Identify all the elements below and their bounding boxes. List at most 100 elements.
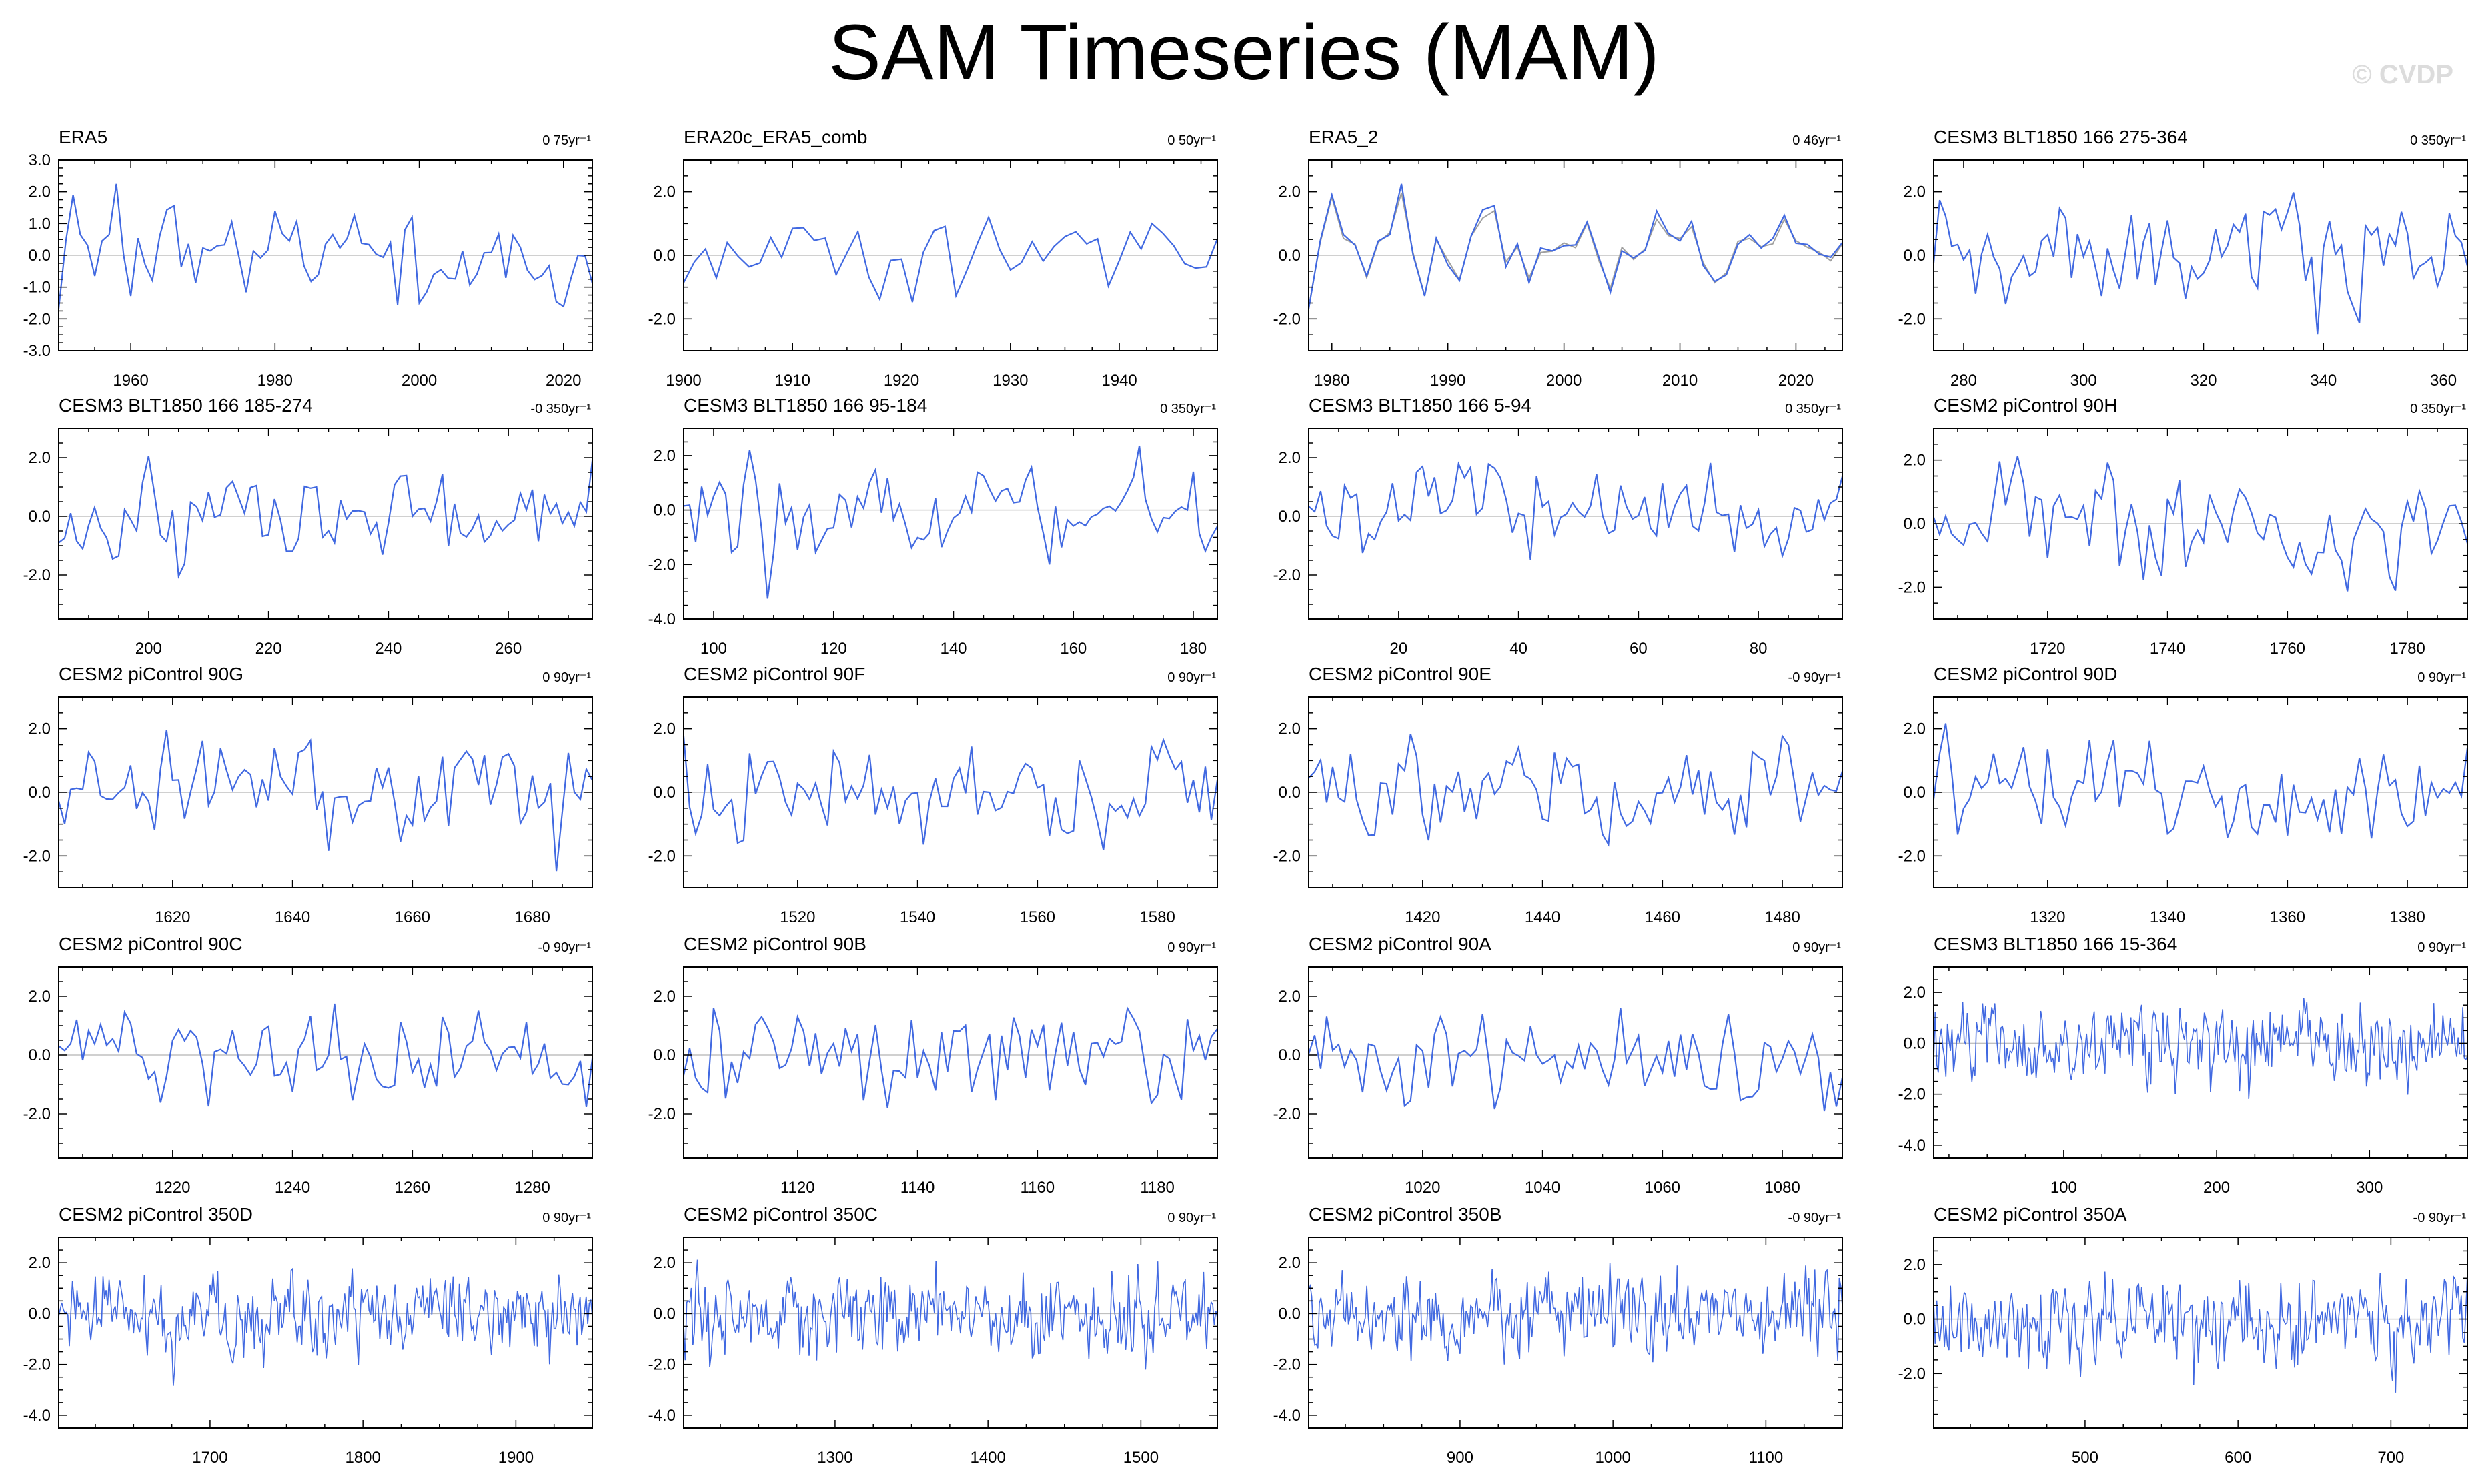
y-tick-label: -4.0 <box>648 610 676 628</box>
page-title: SAM Timeseries (MAM) <box>828 9 1660 97</box>
x-tick-label: 80 <box>1750 640 1768 658</box>
chart-svg: 1320 1340 1360 1380 2.0 0.0 -2.0 <box>1898 696 2469 926</box>
x-tick-label: 1660 <box>395 908 430 926</box>
x-tick-label: 1800 <box>345 1449 380 1467</box>
x-tick-label: 2020 <box>546 372 581 390</box>
series-line <box>57 183 594 309</box>
x-tick-label: 2000 <box>402 372 437 390</box>
y-tick-label: 0.0 <box>654 1046 676 1064</box>
panel-cesm2-picontrol-90h: CESM2 piControl 90H 0 350yr⁻¹ 1720 1740 1760… <box>1874 395 2481 659</box>
y-tick-label: 2.0 <box>1279 988 1301 1006</box>
series-line <box>58 1267 593 1386</box>
x-tick-label: 1460 <box>1645 908 1680 926</box>
chart-svg: 1960 1980 2000 2020 3.0 2.0 1.0 0.0 -1.0 -2.0 -3.0 <box>23 151 594 390</box>
series-line <box>683 445 1218 599</box>
trend-label: 0 90yr⁻¹ <box>542 670 591 685</box>
panel-cesm2-picontrol-350b: CESM2 piControl 350B -0 90yr⁻¹ 900 1000 1100… <box>1249 1204 1856 1468</box>
series-line <box>1308 461 1844 560</box>
plot-frame <box>58 966 593 1159</box>
x-tick-label: 1580 <box>1139 908 1175 926</box>
y-tick-label: 2.0 <box>29 720 51 738</box>
x-tick-label: 1560 <box>1020 908 1055 926</box>
panel-title: CESM2 piControl 350C <box>684 1204 878 1225</box>
x-tick-label: 1740 <box>2150 640 2185 658</box>
x-tick-label: 1990 <box>1430 372 1465 390</box>
y-tick-label: 2.0 <box>1279 183 1301 201</box>
x-tick-label: 160 <box>1060 640 1087 658</box>
chart-svg: 1420 1440 1460 1480 2.0 0.0 -2.0 <box>1273 696 1844 926</box>
x-tick-label: 1120 <box>780 1179 815 1197</box>
panel-cesm2-picontrol-350c: CESM2 piControl 350C 0 90yr⁻¹ 1300 1400 1500… <box>624 1204 1231 1468</box>
panel-cesm3-blt1850-166-95-184: CESM3 BLT1850 166 95-184 0 350yr⁻¹ 100 120 1… <box>624 395 1231 659</box>
panel-title: CESM2 piControl 350D <box>59 1204 253 1225</box>
x-tick-label: 1980 <box>257 372 293 390</box>
plot-frame <box>58 428 593 620</box>
panel-title: CESM3 BLT1850 166 95-184 <box>684 395 928 416</box>
panel-title: ERA5 <box>59 127 108 147</box>
panel-cesm3-blt1850-166-275-364: CESM3 BLT1850 166 275-364 0 350yr⁻¹ 280 300… <box>1874 127 2481 391</box>
trend-label: 0 90yr⁻¹ <box>2417 940 2466 955</box>
x-tick-label: 1780 <box>2389 640 2425 658</box>
y-tick-label: 0.0 <box>1904 1311 1926 1329</box>
trend-label: 0 90yr⁻¹ <box>1167 670 1216 685</box>
panel-title: ERA5_2 <box>1309 127 1379 147</box>
x-tick-label: 1240 <box>275 1179 310 1197</box>
y-tick-label: 0.0 <box>1279 247 1301 265</box>
panel-title: CESM2 piControl 350B <box>1309 1204 1502 1225</box>
trend-label: 0 50yr⁻¹ <box>1167 133 1216 148</box>
x-tick-label: 1700 <box>192 1449 227 1467</box>
x-tick-label: 1680 <box>514 908 550 926</box>
panel-title: CESM2 piControl 90A <box>1309 934 1491 954</box>
x-tick-label: 180 <box>1180 640 1207 658</box>
y-tick-label: 2.0 <box>1904 183 1926 201</box>
x-tick-label: 1940 <box>1101 372 1137 390</box>
y-tick-label: -4.0 <box>23 1407 51 1425</box>
x-tick-label: 240 <box>375 640 402 658</box>
trend-label: 0 90yr⁻¹ <box>542 1211 591 1225</box>
series-line <box>1933 998 2468 1099</box>
y-tick-label: 0.0 <box>654 1305 676 1323</box>
x-tick-label: 1320 <box>2030 908 2065 926</box>
series-line <box>1308 1263 1843 1365</box>
panel-era5: ERA5 0 75yr⁻¹ 1960 1980 2000 2020 3.0 2.0 1.0 0.0… <box>0 127 606 391</box>
x-tick-label: 220 <box>255 640 282 658</box>
series-line <box>1932 723 2469 839</box>
y-tick-label: -2.0 <box>1898 1365 1926 1383</box>
y-tick-label: -2.0 <box>1898 1086 1926 1104</box>
y-tick-label: 2.0 <box>1904 720 1926 738</box>
plot-frame <box>1308 966 1843 1159</box>
trend-label: 0 350yr⁻¹ <box>1160 402 1216 416</box>
x-tick-label: 1900 <box>498 1449 534 1467</box>
y-tick-label: -2.0 <box>23 1356 51 1374</box>
y-tick-label: -4.0 <box>1898 1137 1926 1155</box>
y-tick-label: -2.0 <box>23 1105 51 1123</box>
y-tick-label: 2.0 <box>29 449 51 467</box>
x-tick-label: 1540 <box>900 908 935 926</box>
panel-title: CESM2 piControl 90C <box>59 934 243 954</box>
panel-title: CESM3 BLT1850 166 15-364 <box>1934 934 2178 954</box>
chart-svg: 1300 1400 1500 2.0 0.0 -2.0 -4.0 <box>648 1237 1218 1467</box>
y-tick-label: -2.0 <box>1273 847 1301 865</box>
watermark: © CVDP <box>2352 60 2453 89</box>
panel-cesm2-picontrol-90a: CESM2 piControl 90A 0 90yr⁻¹ 1020 1040 1060 1… <box>1249 934 1856 1198</box>
y-tick-label: -2.0 <box>1898 578 1926 596</box>
panel-cesm2-picontrol-90e: CESM2 piControl 90E -0 90yr⁻¹ 1420 1440 1460… <box>1249 664 1856 928</box>
x-tick-label: 1260 <box>395 1179 430 1197</box>
x-tick-label: 2000 <box>1546 372 1582 390</box>
panel-cesm2-picontrol-90d: CESM2 piControl 90D 0 90yr⁻¹ 1320 1340 1360 1… <box>1874 664 2481 928</box>
y-tick-label: 0.0 <box>654 502 676 520</box>
panel-cesm3-blt1850-166-5-94: CESM3 BLT1850 166 5-94 0 350yr⁻¹ 20 40 60 80 2… <box>1249 395 1856 659</box>
series-line <box>682 1006 1218 1108</box>
y-tick-label: -1.0 <box>23 279 51 297</box>
series-line <box>683 215 1219 303</box>
chart-svg: 280 300 320 340 360 2.0 0.0 -2.0 <box>1898 159 2469 390</box>
trend-label: -0 90yr⁻¹ <box>1788 670 1841 685</box>
x-tick-label: 300 <box>2356 1179 2383 1197</box>
x-tick-label: 1440 <box>1525 908 1560 926</box>
x-tick-label: 100 <box>2050 1179 2077 1197</box>
y-tick-label: -2.0 <box>648 556 676 574</box>
trend-label: -0 350yr⁻¹ <box>530 402 591 416</box>
y-tick-label: -2.0 <box>648 1105 676 1123</box>
panel-title: CESM3 BLT1850 166 185-274 <box>59 395 313 416</box>
panel-cesm3-blt1850-166-15-364: CESM3 BLT1850 166 15-364 0 90yr⁻¹ 100 200 30… <box>1874 934 2481 1198</box>
